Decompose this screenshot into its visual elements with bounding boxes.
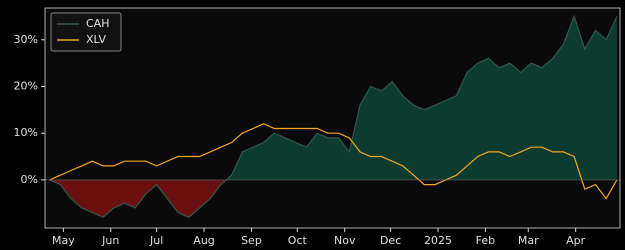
legend-label: XLV [86,33,106,46]
line [49,14,618,219]
x-tick-label: Oct [288,234,308,247]
x-tick-label: Sep [241,234,262,247]
x-tick-label: Mar [518,234,539,247]
x-tick-label: Jul [149,234,163,247]
x-tick-label: Jun [101,234,119,247]
x-tick-label: Nov [334,234,356,247]
y-tick-label: 0% [21,173,38,186]
legend-label: CAH [86,17,109,30]
x-tick-label: May [52,234,75,247]
x-tick-label: Feb [476,234,495,247]
line [49,123,618,200]
x-tick-label: Apr [566,234,586,247]
x-tick-label: Dec [380,234,401,247]
y-tick-label: 20% [14,79,38,92]
legend-box [50,12,122,52]
x-tick-label: Aug [193,234,214,247]
y-tick-label: 30% [14,33,38,46]
x-tick-label: 2025 [424,234,452,247]
axes-frame [44,7,621,229]
y-tick-label: 10% [14,126,38,139]
area-positive [226,16,617,180]
area-negative [49,179,617,218]
